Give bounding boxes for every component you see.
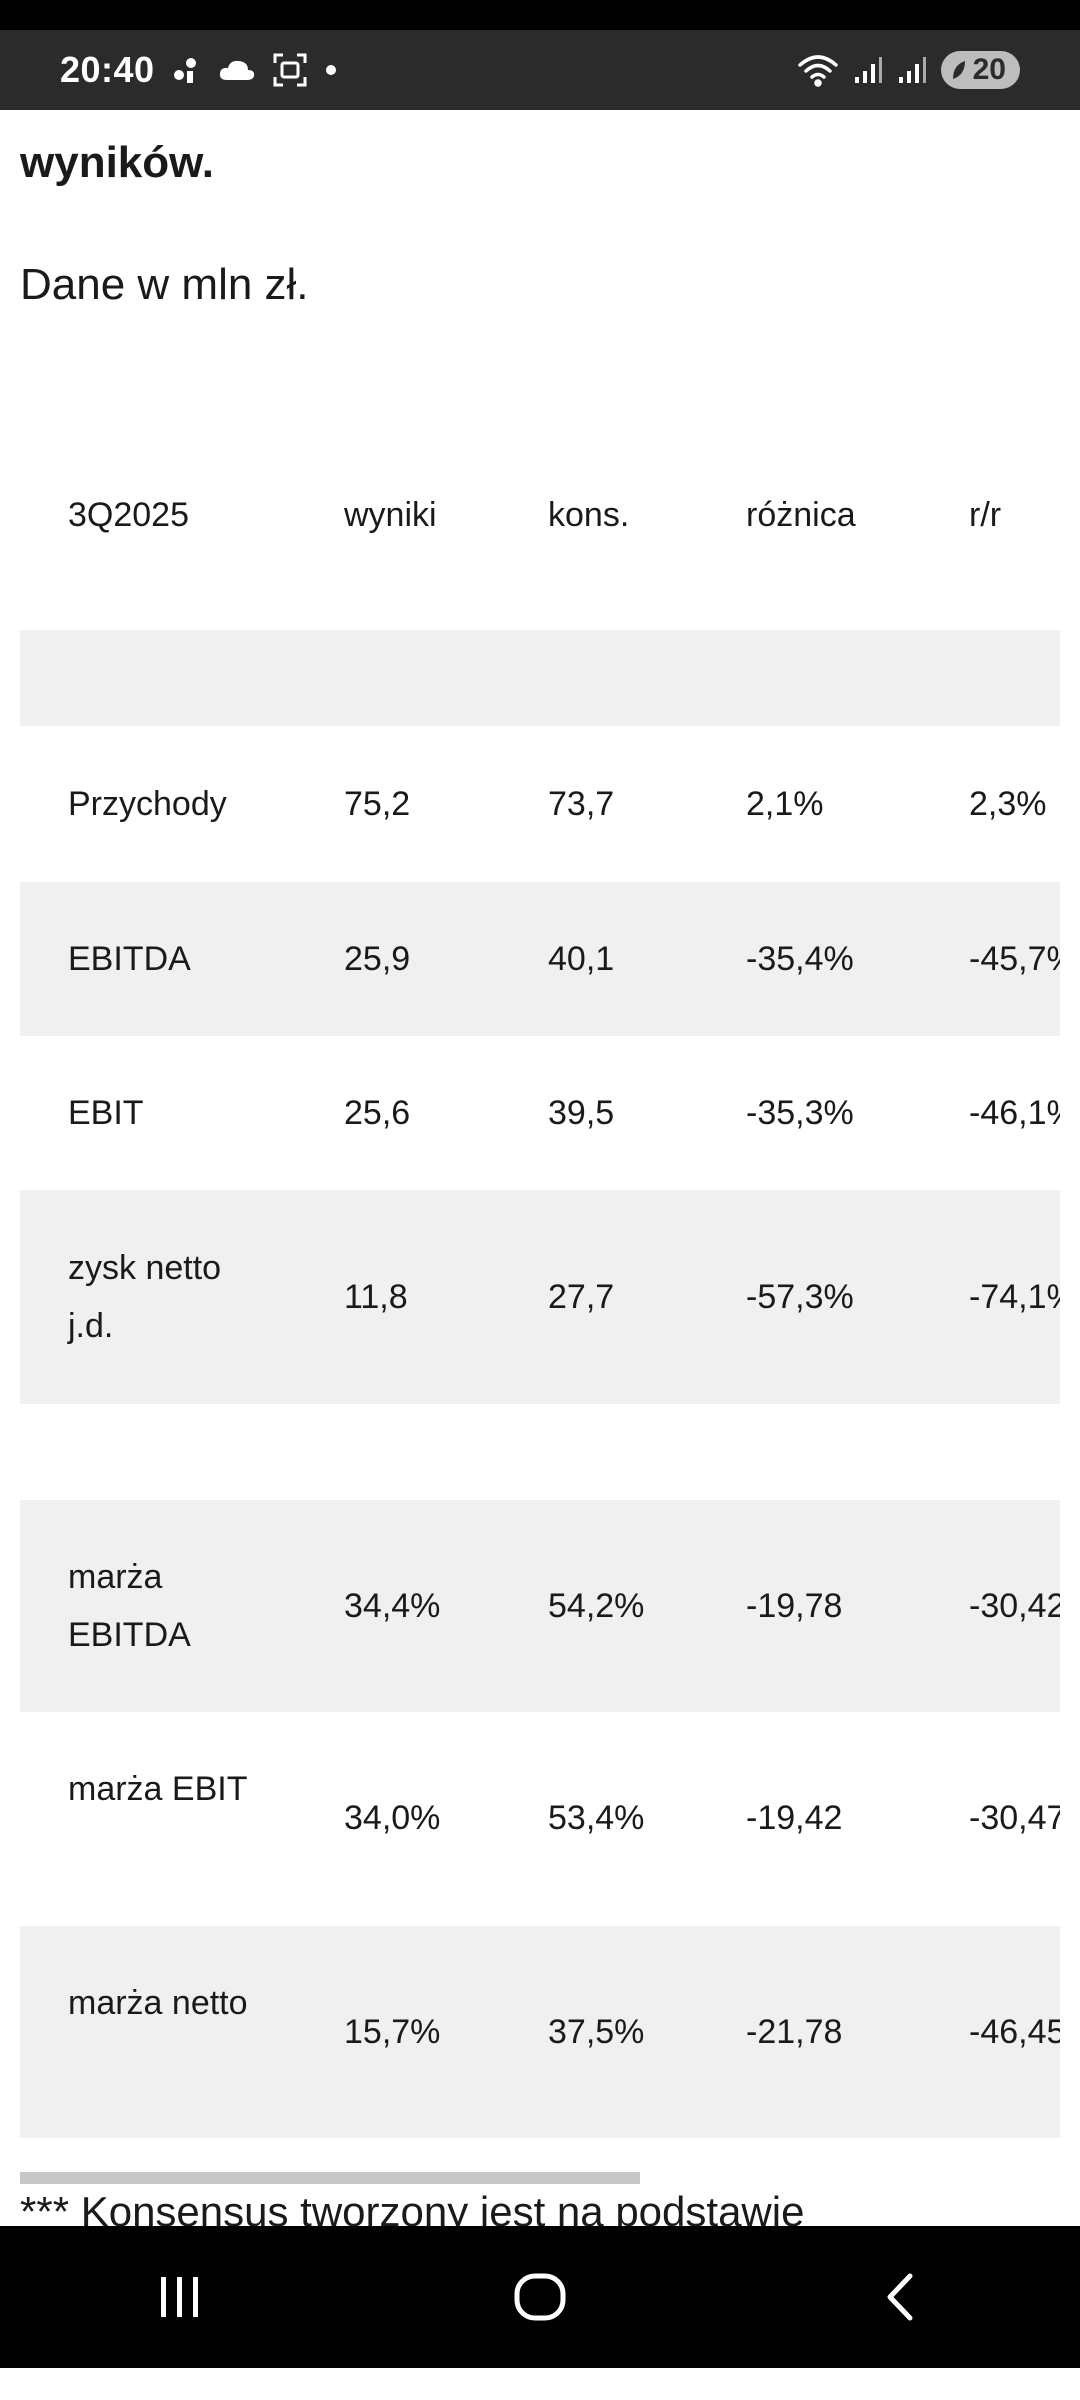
cell-kons: 53,4% <box>548 1799 645 1837</box>
row-label: marża netto <box>68 1984 248 2022</box>
wifi-icon <box>797 53 839 87</box>
table-row: zysk netto j.d. 11,8 27,7 -57,3% -74,1% <box>20 1190 1060 1404</box>
cell-wyniki: 11,8 <box>344 1278 408 1316</box>
cell-roznica: -19,78 <box>746 1587 843 1625</box>
cell-roznica: -19,42 <box>746 1799 843 1837</box>
table-row: Przychody 75,2 73,7 2,1% 2,3% <box>20 726 1060 882</box>
status-right: 20 <box>797 51 1020 89</box>
header-wyniki: wyniki <box>344 496 437 534</box>
notification-dot-icon <box>169 53 203 87</box>
cell-kons: 27,7 <box>548 1278 615 1316</box>
results-table: 3Q2025 wyniki kons. różnica r/r Przychod… <box>20 450 1060 2138</box>
status-time: 20:40 <box>60 49 155 90</box>
cell-roznica: -21,78 <box>746 2013 843 2051</box>
table-spacer <box>20 580 1060 630</box>
header-kons: kons. <box>548 496 630 534</box>
signal-icon <box>853 55 883 85</box>
table-row: EBITDA 25,9 40,1 -35,4% -45,7% <box>20 882 1060 1036</box>
cell-wyniki: 25,6 <box>344 1094 411 1132</box>
cell-roznica: 2,1% <box>746 785 824 823</box>
cell-roznica: -35,3% <box>746 1094 854 1132</box>
table-header-row: 3Q2025 wyniki kons. różnica r/r <box>20 450 1060 580</box>
bottom-strip <box>0 2368 1080 2400</box>
top-black-bar <box>0 0 1080 30</box>
heading-tail: wyników. <box>20 138 214 187</box>
back-button[interactable] <box>840 2247 960 2347</box>
cell-rr: -30,42 <box>969 1587 1060 1625</box>
row-label: Przychody <box>68 785 227 823</box>
cell-roznica: -35,4% <box>746 940 854 978</box>
cell-rr: -45,7% <box>969 940 1060 978</box>
cell-kons: 40,1 <box>548 940 615 978</box>
status-left: 20:40 <box>60 49 339 91</box>
navigation-bar <box>0 2226 1080 2368</box>
table-row: marża EBIT 34,0% 53,4% -19,42 -30,47 <box>20 1712 1060 1926</box>
cell-wyniki: 34,0% <box>344 1799 441 1837</box>
horizontal-scrollbar[interactable] <box>20 2172 640 2184</box>
recent-apps-icon <box>161 2277 198 2317</box>
cell-rr: -30,47 <box>969 1799 1060 1837</box>
cloud-icon <box>217 56 257 84</box>
table-row: EBIT 25,6 39,5 -35,3% -46,1% <box>20 1036 1060 1190</box>
status-bar: 20:40 20 <box>0 30 1080 110</box>
table-row: marża netto 15,7% 37,5% -21,78 -46,45 <box>20 1926 1060 2138</box>
battery-indicator: 20 <box>940 51 1020 89</box>
home-button[interactable] <box>480 2247 600 2347</box>
row-label: zysk netto j.d. <box>68 1249 222 1345</box>
home-icon <box>514 2273 566 2321</box>
units-note: Dane w mln zł. <box>20 260 309 309</box>
battery-saver-icon <box>952 61 965 79</box>
row-label: marża EBITDA <box>68 1558 191 1654</box>
footnote: *** Konsensus tworzony jest na podstawie <box>20 2188 1060 2226</box>
cell-wyniki: 34,4% <box>344 1587 441 1625</box>
battery-level: 20 <box>972 53 1006 86</box>
row-label: EBIT <box>68 1094 144 1132</box>
dot-icon <box>323 62 339 78</box>
cell-kons: 54,2% <box>548 1587 645 1625</box>
row-label: marża EBIT <box>68 1770 248 1808</box>
cell-kons: 37,5% <box>548 2013 645 2051</box>
cell-rr: -46,1% <box>969 1094 1060 1132</box>
article-heading: wyników. <box>20 110 1060 200</box>
cell-wyniki: 75,2 <box>344 785 411 823</box>
table-row: marża EBITDA 34,4% 54,2% -19,78 -30,42 <box>20 1500 1060 1712</box>
row-label: EBITDA <box>68 940 191 978</box>
cell-wyniki: 15,7% <box>344 2013 441 2051</box>
cell-rr: -46,45 <box>969 2013 1060 2051</box>
back-icon <box>887 2273 913 2321</box>
footnote-text: *** Konsensus tworzony jest na podstawie <box>20 2188 805 2226</box>
recent-apps-button[interactable] <box>120 2247 240 2347</box>
table-row-empty <box>20 630 1060 726</box>
cell-wyniki: 25,9 <box>344 940 411 978</box>
cell-kons: 73,7 <box>548 785 615 823</box>
cell-rr: 2,3% <box>969 785 1047 823</box>
header-roznica: różnica <box>746 496 856 534</box>
screenshot-icon <box>271 51 309 89</box>
header-period: 3Q2025 <box>68 496 189 534</box>
table-spacer <box>20 1404 1060 1500</box>
cell-rr: -74,1% <box>969 1278 1060 1316</box>
cell-kons: 39,5 <box>548 1094 615 1132</box>
cell-roznica: -57,3% <box>746 1278 854 1316</box>
signal-icon <box>897 55 927 85</box>
header-rr: r/r <box>969 496 1002 534</box>
